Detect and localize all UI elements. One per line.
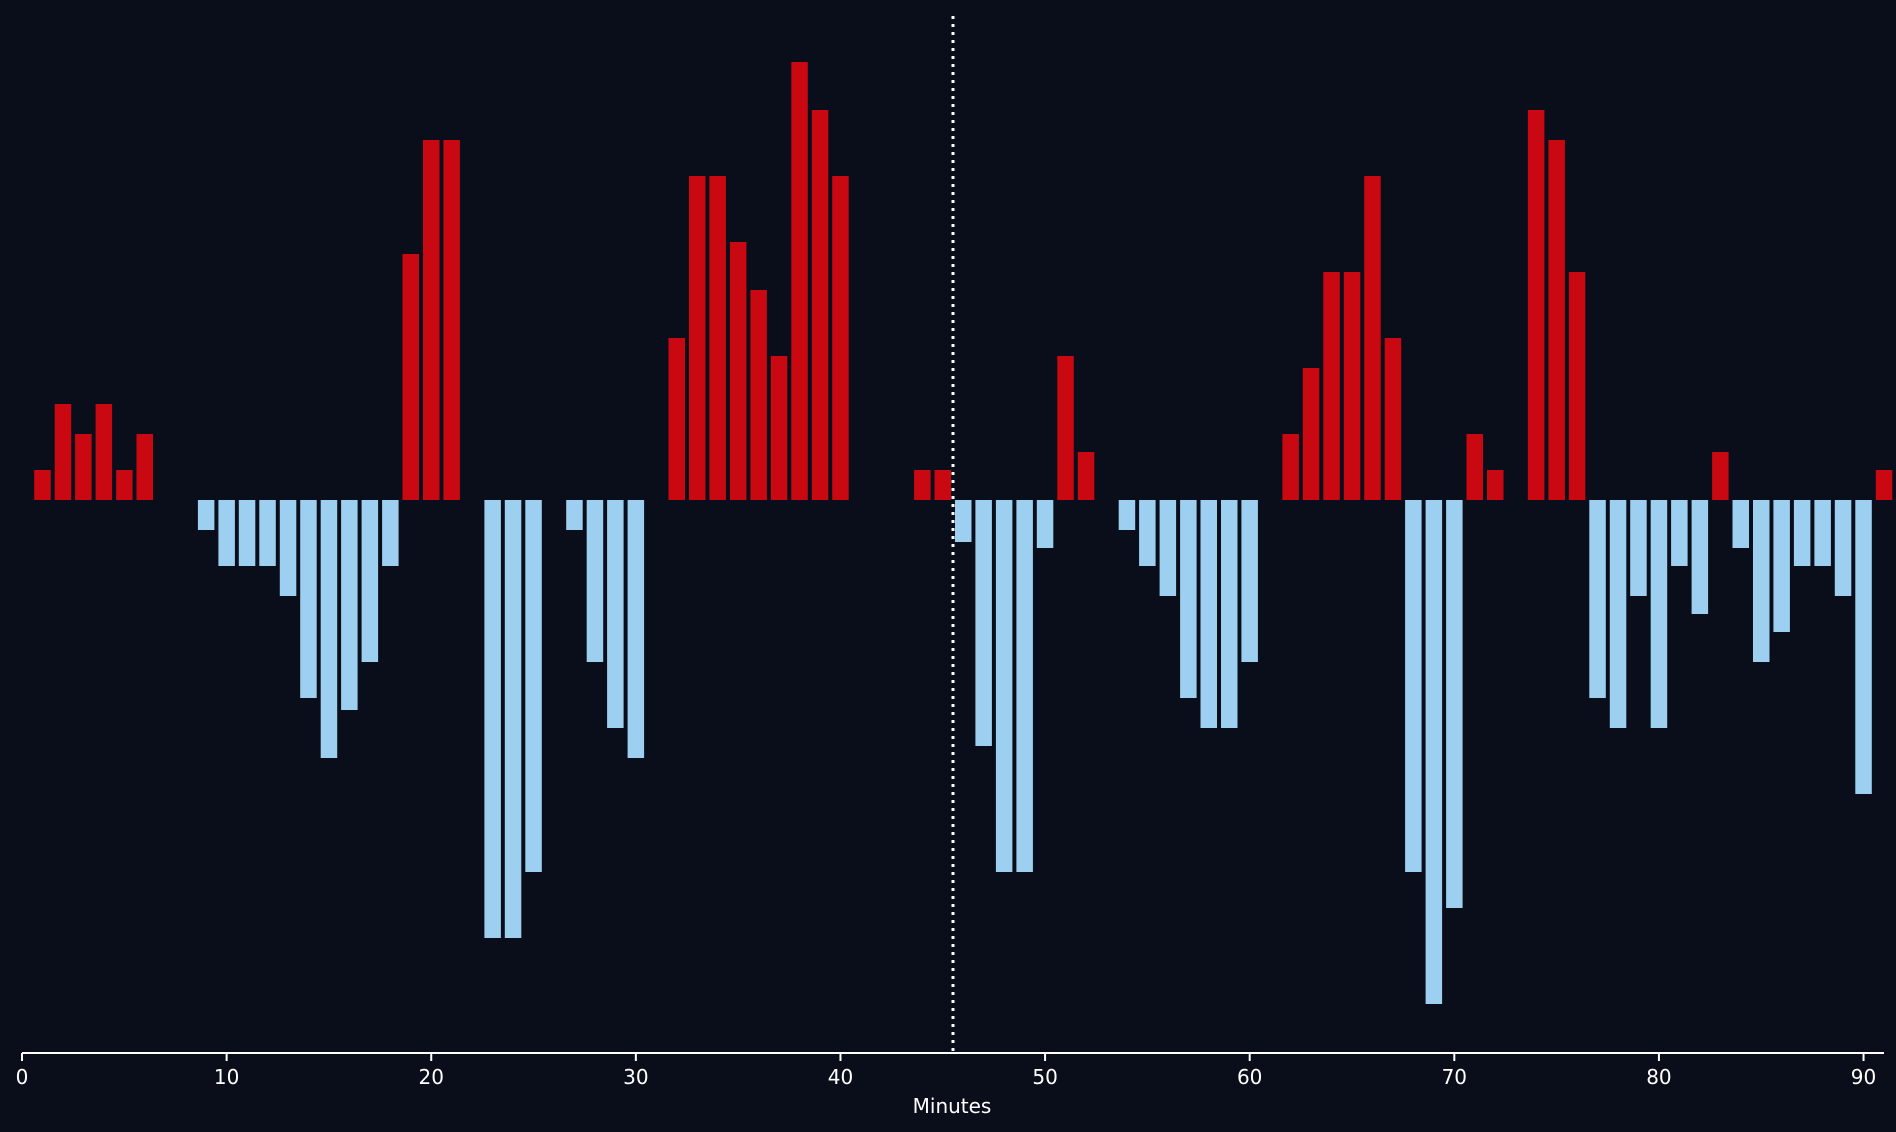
bar-minute-2 [54, 404, 72, 500]
bar-minute-68 [1405, 500, 1422, 872]
bar-minute-77 [1589, 500, 1606, 698]
bar-minute-18 [382, 500, 399, 566]
x-tick-label: 50 [1032, 1065, 1057, 1089]
bar-minute-50 [1036, 500, 1054, 548]
x-tick-label: 60 [1237, 1065, 1262, 1089]
bar-minute-3 [75, 434, 92, 500]
bar-minute-54 [1118, 500, 1136, 530]
bar-minute-78 [1609, 500, 1627, 728]
bar-minute-90 [1855, 500, 1872, 794]
bar-minute-57 [1180, 500, 1197, 698]
bar-minute-36 [750, 290, 767, 500]
bar-minute-86 [1773, 500, 1790, 632]
bar-minute-16 [341, 500, 358, 710]
bar-minute-15 [320, 500, 338, 758]
bar-minute-75 [1548, 140, 1565, 500]
bar-minute-45 [934, 470, 951, 500]
bar-minute-25 [525, 500, 542, 872]
bar-minute-38 [791, 62, 808, 500]
bar-minute-6 [136, 434, 153, 500]
bar-minute-85 [1753, 500, 1770, 662]
bar-minute-48 [995, 500, 1013, 872]
bar-minute-56 [1159, 500, 1177, 596]
x-tick-label: 90 [1851, 1065, 1876, 1089]
bar-minute-20 [423, 140, 440, 500]
bar-minute-51 [1057, 356, 1074, 500]
bar-minute-62 [1282, 434, 1299, 500]
bar-minute-33 [689, 176, 706, 500]
bar-minute-27 [566, 500, 583, 530]
bar-minute-9 [197, 500, 215, 530]
x-axis-ticks: 0 10 20 30 40 50 60 70 80 90 [16, 1053, 1876, 1089]
x-tick-label: 10 [214, 1065, 239, 1089]
bar-minute-71 [1466, 434, 1483, 500]
bar-minute-70 [1446, 500, 1463, 908]
bar-minute-12 [259, 500, 276, 566]
bar-minute-30 [627, 500, 645, 758]
x-tick-label: 40 [828, 1065, 853, 1089]
x-tick-label: 70 [1442, 1065, 1467, 1089]
bar-minute-65 [1343, 272, 1361, 500]
bar-minute-23 [484, 500, 501, 938]
bars-group [34, 62, 1893, 1004]
bar-minute-69 [1425, 500, 1443, 1004]
x-tick-label: 20 [419, 1065, 444, 1089]
bar-minute-47 [975, 500, 992, 746]
bar-minute-89 [1834, 500, 1852, 596]
bar-minute-11 [238, 500, 256, 566]
x-tick-label: 80 [1646, 1065, 1671, 1089]
bar-minute-66 [1364, 176, 1381, 500]
bar-minute-87 [1793, 500, 1811, 566]
bar-minute-29 [607, 500, 624, 728]
bar-minute-60 [1241, 500, 1258, 662]
bar-minute-5 [116, 470, 133, 500]
bar-minute-59 [1221, 500, 1238, 728]
bar-minute-88 [1814, 500, 1831, 566]
x-tick-label: 30 [623, 1065, 648, 1089]
bar-minute-28 [586, 500, 604, 662]
bar-minute-64 [1323, 272, 1340, 500]
bar-minute-84 [1732, 500, 1749, 548]
bar-minute-40 [832, 176, 849, 500]
bar-minute-1 [34, 470, 51, 500]
bar-minute-17 [361, 500, 379, 662]
bar-minute-83 [1712, 452, 1729, 500]
bar-minute-13 [279, 500, 297, 596]
bar-minute-44 [914, 470, 931, 500]
bar-minute-74 [1527, 110, 1545, 500]
bar-minute-55 [1139, 500, 1156, 566]
bar-minute-63 [1302, 368, 1320, 500]
bar-minute-52 [1077, 452, 1095, 500]
bar-minute-67 [1384, 338, 1402, 500]
x-axis-label: Minutes [913, 1094, 992, 1118]
bar-minute-24 [504, 500, 522, 938]
bar-minute-34 [709, 176, 726, 500]
bar-minute-58 [1200, 500, 1217, 728]
bar-minute-81 [1671, 500, 1688, 566]
bar-minute-80 [1650, 500, 1668, 728]
bar-minute-82 [1691, 500, 1709, 614]
bar-minute-10 [218, 500, 235, 566]
bar-minute-91 [1875, 470, 1893, 500]
bar-minute-49 [1016, 500, 1033, 872]
bar-minute-14 [300, 500, 317, 698]
bar-minute-76 [1568, 272, 1586, 500]
bar-minute-4 [95, 404, 113, 500]
bar-minute-39 [811, 110, 829, 500]
bar-minute-46 [955, 500, 972, 542]
bar-minute-21 [443, 140, 460, 500]
bar-minute-72 [1487, 470, 1504, 500]
bar-minute-37 [770, 356, 788, 500]
bar-minute-35 [729, 242, 747, 500]
bar-minute-32 [668, 338, 685, 500]
bar-minute-79 [1630, 500, 1647, 596]
x-tick-label: 0 [16, 1065, 29, 1089]
bar-minute-19 [402, 254, 419, 500]
